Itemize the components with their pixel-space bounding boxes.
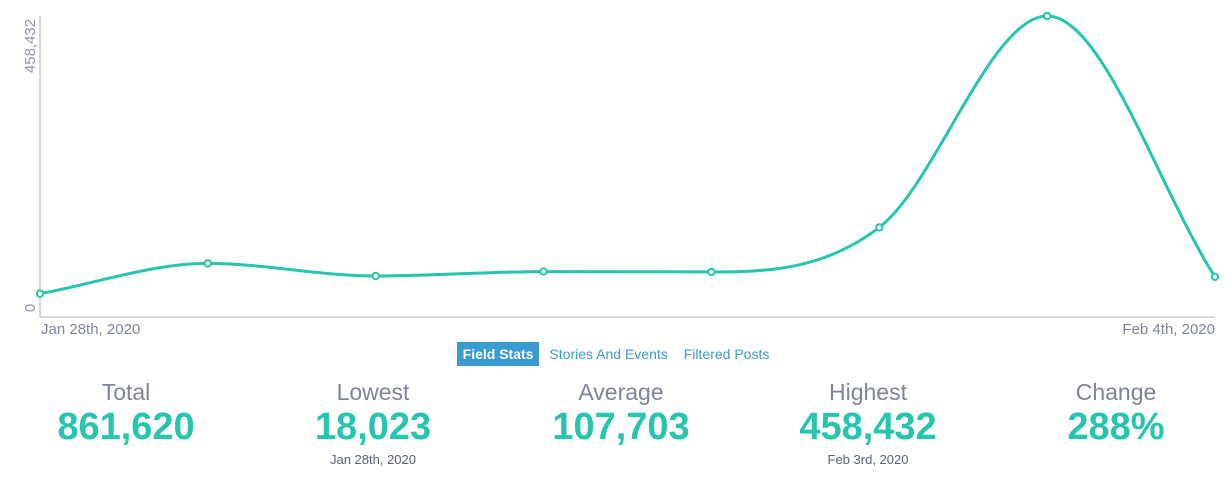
x-tick-start: Jan 28th, 2020 — [41, 321, 140, 338]
stat-change: Change 288% — [1006, 378, 1226, 448]
stat-total-label: Total — [101, 379, 151, 405]
stat-highest: Highest 458,432 Feb 3rd, 2020 — [758, 378, 978, 468]
tab-field-stats[interactable]: Field Stats — [456, 342, 540, 366]
data-point-1[interactable] — [35, 289, 45, 298]
stat-average-label: Average — [578, 379, 664, 405]
data-point-8[interactable] — [1210, 272, 1220, 282]
y-tick-min: 0 — [22, 304, 39, 312]
stat-lowest-label: Lowest — [336, 379, 410, 405]
tab-filtered-posts[interactable]: Filtered Posts — [683, 346, 770, 362]
stats-summary: Total 861,620 Lowest 18,023 Jan 28th, 20… — [0, 378, 1232, 478]
x-tick-end: Feb 4th, 2020 — [1122, 321, 1215, 338]
stat-highest-date: Feb 3rd, 2020 — [827, 452, 909, 467]
stat-lowest-date: Jan 28th, 2020 — [329, 452, 417, 467]
y-tick-max: 458,432 — [22, 19, 39, 73]
tab-stories-and-events[interactable]: Stories And Events — [549, 346, 668, 362]
stat-lowest: Lowest 18,023 Jan 28th, 2020 — [263, 378, 483, 468]
stat-total-value: 861,620 — [57, 406, 195, 448]
data-point-7[interactable] — [1042, 11, 1052, 21]
data-point-6[interactable] — [875, 223, 884, 232]
stat-change-value: 288% — [1067, 406, 1165, 448]
series-line — [38, 14, 1217, 296]
data-point-5[interactable] — [707, 267, 716, 277]
stat-average: Average 107,703 — [511, 378, 731, 448]
stat-total: Total 861,620 — [16, 378, 236, 448]
data-point-3[interactable] — [371, 271, 380, 281]
view-tabs: Field Stats Stories And Events Filtered … — [0, 342, 1232, 366]
stat-lowest-value: 18,023 — [314, 406, 432, 448]
stat-highest-value: 458,432 — [799, 406, 937, 448]
data-point-4[interactable] — [539, 267, 548, 276]
stat-change-label: Change — [1075, 379, 1157, 405]
data-point-2[interactable] — [203, 259, 213, 268]
stat-highest-label: Highest — [829, 379, 907, 405]
line-chart: 458,432 0 Jan 28th, 2020 Feb 4th, 2020 — [22, 11, 1220, 338]
stat-average-value: 107,703 — [552, 406, 690, 448]
